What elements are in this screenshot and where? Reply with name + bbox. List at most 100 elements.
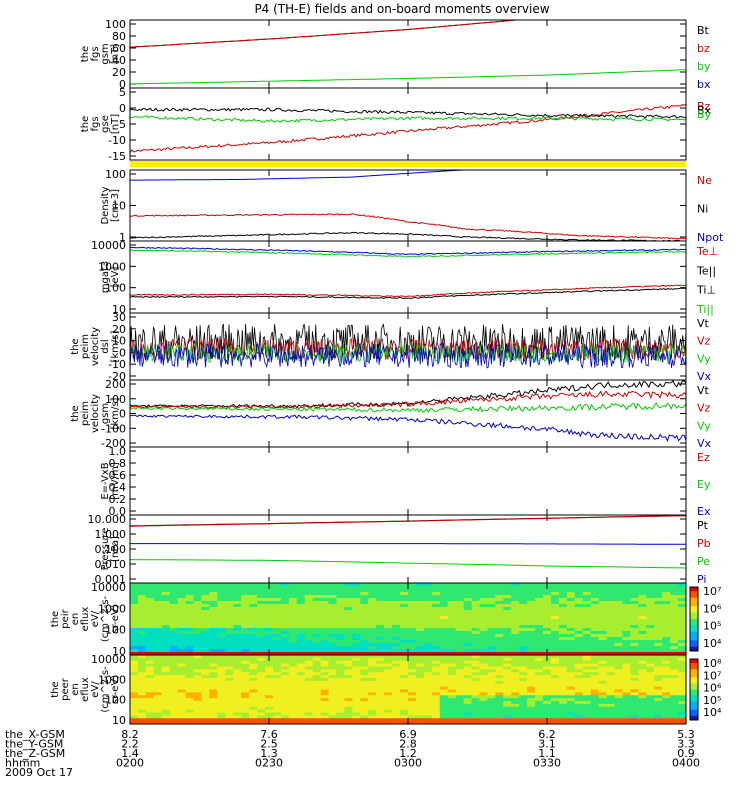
spectrogram-cell — [447, 706, 457, 711]
spectrogram-cell — [439, 663, 449, 668]
spectrogram-cell — [304, 607, 314, 611]
spectrogram-cell — [177, 598, 187, 602]
spectrogram-cell — [400, 592, 409, 596]
spectrogram-cell — [130, 672, 139, 676]
spectrogram-cell — [400, 686, 409, 691]
spectrogram-cell — [233, 607, 242, 611]
spectrogram-cell — [550, 634, 560, 638]
spectrogram-cell — [463, 598, 473, 602]
spectrogram-cell — [582, 592, 592, 596]
series-pressure — [130, 515, 686, 569]
spectrogram-cell — [376, 610, 385, 614]
spectrogram-cell — [320, 669, 330, 673]
spectrogram-cell — [272, 583, 282, 587]
spectrogram-cell — [471, 613, 481, 617]
spectrogram-cell — [320, 619, 330, 623]
spectrogram-cell — [368, 655, 377, 659]
spectrogram-cell — [193, 701, 203, 705]
spectrogram-cell — [439, 672, 449, 676]
spectrogram-cell — [225, 637, 234, 641]
spectrogram-cell — [622, 643, 631, 647]
spectrogram-cell — [352, 595, 361, 599]
spectrogram-cell — [137, 610, 147, 614]
spectrogram-cell — [447, 715, 457, 719]
spectrogram-cell — [272, 652, 282, 655]
spectrogram-cell — [161, 640, 171, 644]
spectrogram-cell — [400, 678, 409, 682]
spectrogram-cell — [400, 586, 409, 590]
spectrogram-cell — [590, 607, 600, 611]
spectrogram-cell — [145, 634, 155, 638]
spectrogram-cell — [527, 619, 536, 623]
spectrogram-cell — [543, 666, 552, 670]
y-axis-label-line: Density — [100, 186, 111, 224]
spectrogram-cell — [527, 628, 536, 632]
spectrogram-cell — [169, 680, 179, 685]
spectrogram-cell — [471, 649, 481, 653]
spectrogram-cell — [201, 637, 211, 641]
spectrogram-cell — [288, 686, 298, 691]
spectrogram-cell — [590, 675, 600, 679]
spectrogram-cell — [527, 649, 536, 653]
spectrogram-cell — [161, 689, 171, 693]
spectrogram-cell — [288, 592, 298, 596]
spectrogram-cell — [360, 663, 369, 668]
spectrogram-cell — [392, 613, 401, 617]
spectrogram-cell — [185, 692, 195, 696]
spectrogram-cell — [352, 692, 361, 696]
spectrogram-cell — [145, 715, 155, 719]
spectrogram-cell — [495, 715, 504, 719]
spectrogram-cell — [479, 701, 489, 705]
spectrogram-cell — [598, 589, 608, 593]
spectrogram-cell — [606, 610, 616, 614]
spectrogram-cell — [312, 649, 322, 653]
spectrogram-cell — [519, 598, 528, 602]
spectrogram-cell — [185, 655, 195, 659]
spectrogram-cell — [241, 610, 250, 614]
spectrogram-cell — [344, 715, 353, 719]
spectrogram-cell — [336, 640, 346, 644]
spectrogram-cell — [622, 625, 631, 629]
spectrogram-cell — [217, 646, 226, 650]
spectrogram-cell — [265, 610, 274, 614]
spectrogram-cell — [320, 683, 330, 688]
spectrogram-cell — [654, 703, 663, 708]
spectrogram-cell — [169, 652, 179, 655]
spectrogram-cell — [336, 604, 346, 608]
spectrogram-cell — [622, 613, 631, 617]
spectrogram-cell — [288, 655, 298, 659]
spectrogram-cell — [169, 634, 179, 638]
spectrogram-cell — [463, 616, 473, 620]
spectrogram-cell — [423, 678, 433, 682]
legend-item: bx — [697, 78, 711, 91]
spectrogram-cell — [463, 657, 473, 662]
spectrogram-cell — [487, 657, 496, 662]
spectrogram-cell — [487, 604, 496, 608]
spectrogram-cell — [471, 669, 481, 673]
spectrogram-cell — [511, 646, 520, 650]
legend-item: by — [697, 60, 711, 73]
spectrogram-cell — [304, 689, 314, 693]
spectrogram-cell — [265, 598, 274, 602]
spectrogram-cell — [241, 692, 250, 696]
spectrogram-cell — [217, 706, 226, 711]
spectrogram-cell — [543, 598, 552, 602]
spectrogram-cell — [654, 592, 663, 596]
spectrogram-cell — [415, 698, 425, 702]
spectrogram-cell — [320, 628, 330, 632]
spectrogram-cell — [328, 703, 338, 708]
spectrogram-cell — [169, 718, 179, 722]
spectrogram-cell — [185, 622, 195, 626]
colorbar-label: 10⁶ — [703, 602, 722, 615]
spectrogram-cell — [265, 592, 274, 596]
spectrogram-cell — [535, 583, 544, 587]
spectrogram-cell — [145, 652, 155, 655]
spectrogram-cell — [161, 701, 171, 705]
spectrogram-cell — [415, 634, 425, 638]
spectrogram-cell — [130, 616, 139, 620]
spectrogram-cell — [463, 652, 473, 655]
spectrogram-cell — [169, 706, 179, 711]
y-tick-label: 10.000 — [88, 513, 127, 526]
spectrogram-cell — [423, 649, 433, 653]
